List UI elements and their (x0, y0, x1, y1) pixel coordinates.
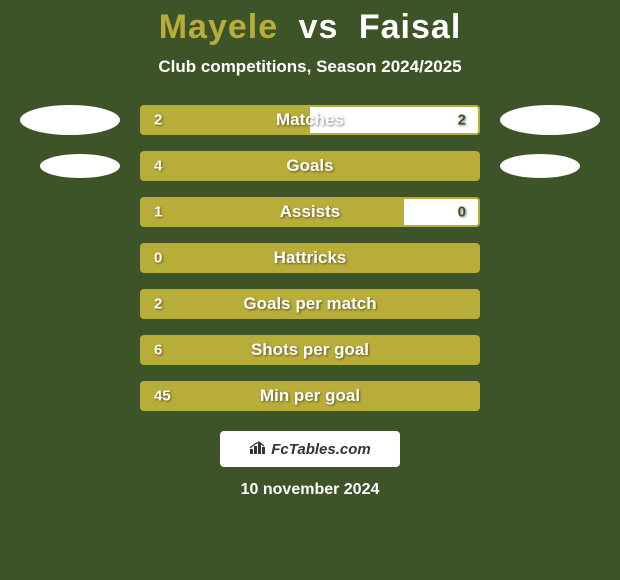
stat-value-left: 6 (154, 342, 162, 359)
stat-label: Matches (276, 110, 344, 130)
comparison-infographic: Mayele vs Faisal Club competitions, Seas… (0, 0, 620, 580)
stat-bar: Min per goal 45 (140, 381, 480, 411)
stat-row: Matches 2 2 (0, 105, 620, 135)
bar-fill-right (404, 199, 478, 225)
stat-value-right: 0 (458, 204, 466, 221)
stat-value-right: 2 (458, 112, 466, 129)
stat-value-left: 0 (154, 250, 162, 267)
player2-name: Faisal (359, 8, 461, 46)
stat-label: Hattricks (274, 248, 347, 268)
footer-date: 10 november 2024 (0, 481, 620, 499)
stat-row: Hattricks 0 (0, 243, 620, 273)
stat-label: Goals per match (243, 294, 376, 314)
player1-marker (40, 154, 120, 178)
logo-box: FcTables.com (220, 431, 400, 467)
stat-value-left: 4 (154, 158, 162, 175)
stat-label: Shots per goal (251, 340, 369, 360)
stat-rows: Matches 2 2 Goals 4 Assists 1 0 Hattricks 0 Goals … (0, 105, 620, 411)
stat-bar: Matches 2 2 (140, 105, 480, 135)
stat-bar: Goals 4 (140, 151, 480, 181)
page-title: Mayele vs Faisal (0, 8, 620, 47)
bar-fill-left (142, 199, 404, 225)
player2-marker (500, 154, 580, 178)
chart-icon (249, 441, 267, 458)
stat-value-left: 2 (154, 112, 162, 129)
stat-label: Assists (280, 202, 340, 222)
stat-bar: Goals per match 2 (140, 289, 480, 319)
stat-value-left: 45 (154, 388, 171, 405)
stat-bar: Hattricks 0 (140, 243, 480, 273)
player2-marker (500, 105, 600, 135)
title-vs: vs (299, 8, 339, 46)
subtitle: Club competitions, Season 2024/2025 (0, 57, 620, 77)
stat-row: Goals per match 2 (0, 289, 620, 319)
stat-row: Goals 4 (0, 151, 620, 181)
player1-name: Mayele (159, 8, 278, 46)
stat-bar: Shots per goal 6 (140, 335, 480, 365)
stat-row: Assists 1 0 (0, 197, 620, 227)
player1-marker (20, 105, 120, 135)
stat-row: Shots per goal 6 (0, 335, 620, 365)
stat-bar: Assists 1 0 (140, 197, 480, 227)
stat-value-left: 1 (154, 204, 162, 221)
stat-value-left: 2 (154, 296, 162, 313)
logo-text: FcTables.com (271, 441, 370, 458)
stat-label: Goals (286, 156, 333, 176)
stat-label: Min per goal (260, 386, 360, 406)
stat-row: Min per goal 45 (0, 381, 620, 411)
